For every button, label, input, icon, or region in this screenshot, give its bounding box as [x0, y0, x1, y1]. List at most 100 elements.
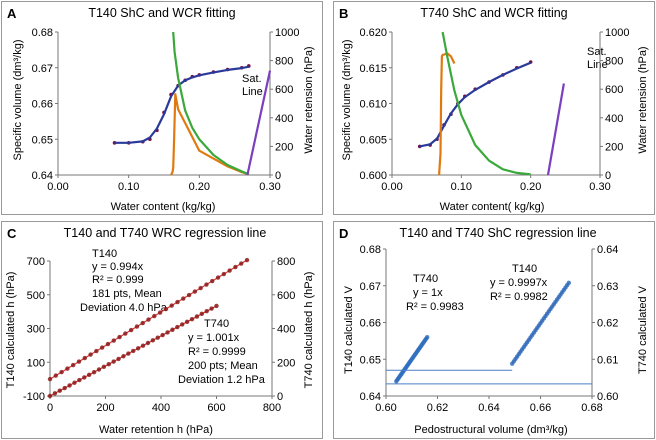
panel-b-xtick-label: 0.20 [520, 181, 541, 193]
panel-a-letter: A [7, 6, 17, 21]
panel-b-y2tick-label: 400 [605, 113, 623, 125]
panel-d-ytick-label: 0.65 [360, 354, 381, 366]
panel-d-ylabel: T140 calculated V [343, 285, 355, 374]
panel-b-ytick-label: 0.615 [359, 63, 387, 75]
panel-c-t740-point [184, 319, 190, 325]
panel-b-y2tick-label: 0 [605, 170, 611, 182]
panel-c-xtick-label: 200 [96, 402, 114, 414]
panel-b-xtick-label: 0.30 [589, 181, 610, 193]
panel-c-t140-point [210, 278, 215, 284]
panel-b-letter: B [339, 6, 348, 21]
panel-d-t140-ann-2: R² = 0.9982 [490, 291, 548, 303]
panel-d-t140-point [566, 280, 572, 286]
panel-a-water-retension-fit-line [172, 31, 250, 176]
panel-c-t140-point [233, 264, 238, 270]
panel-a-ytick-label: 0.66 [32, 99, 53, 111]
panel-c-t740-point [140, 343, 146, 348]
panel-b-xlabel: Water content( kg/kg) [440, 201, 545, 213]
panel-c-t740-point [150, 338, 156, 343]
panel-c-t140-point [88, 352, 93, 357]
panel-a-y2tick-label: 600 [275, 84, 293, 96]
panel-d-y2tick-label: 0.60 [597, 391, 618, 403]
panel-b-xtick-label: 0.00 [381, 181, 402, 193]
panel-c-frame [1, 221, 323, 439]
panel-c-t740-point [204, 309, 209, 314]
panel-b-y2tick-label: 800 [605, 56, 623, 68]
panel-c-t140-point [47, 376, 53, 382]
panel-b-ytick-label: 0.610 [359, 99, 387, 111]
panel-c-t140-point [169, 303, 174, 308]
panel-c-t740-point [155, 335, 160, 340]
panel-c-ytick-label: 500 [27, 290, 45, 302]
panel-c-t740-point [214, 303, 219, 309]
panel-a-satline-label-1: Sat. [242, 73, 262, 85]
panel-c-t140-point [163, 306, 169, 312]
panel-c-t740-point [116, 356, 121, 362]
panel-a-xtick-label: 0.10 [118, 181, 139, 193]
panel-c-t740-point [145, 340, 151, 346]
panel-c-t140-ann-0: T140 [92, 248, 117, 260]
panel-a-y2tick-label: 800 [275, 56, 293, 68]
panel-c-t740-point [67, 383, 72, 388]
panel-c-y2tick-label: 400 [277, 324, 295, 336]
panel-c-xtick-label: 800 [263, 402, 281, 414]
panel-b-ytick-label: 0.605 [359, 134, 387, 146]
panel-c-y2tick-label: 800 [277, 256, 295, 268]
panel-c-t140-point [82, 355, 87, 361]
panel-c-t140-point [192, 289, 198, 294]
panel-d-ytick-label: 0.64 [360, 391, 381, 403]
panel-c-t740-ann-3: 200 pts; Mean [188, 360, 258, 372]
panel-c-t740-ann-2: R² = 0.9999 [188, 346, 246, 358]
panel-d-xlabel: Pedostructural volume (dm³/kg) [414, 424, 567, 436]
panel-c-xtick-label: 600 [207, 402, 225, 414]
panel-c-y2tick-label: 0 [277, 391, 283, 403]
panel-a-y2tick-label: 200 [275, 141, 293, 153]
panel-c-t140-ann-2: R² = 0.999 [92, 274, 144, 286]
panel-a-ylabel: Specific volume (dm³/kg) [12, 39, 24, 160]
panel-c-t140-point [111, 338, 116, 343]
panel-a-ytick-label: 0.67 [32, 63, 53, 75]
panel-a-specific-volume-fit-line [114, 65, 250, 144]
panel-d-t740-ann-2: R² = 0.9983 [406, 301, 464, 313]
plot-layer: 0.00 0.10 0.20 0.30 0.64 0.65 0.66 0.67 0.68 0 200… [23, 27, 630, 414]
panel-c-t740-point [111, 359, 116, 364]
panel-c-t740-point [194, 314, 200, 319]
panel-b-y2label: Water retension (hPa) [637, 46, 649, 153]
panel-c-y2label: T740 calculated h (hPa) [303, 272, 315, 389]
panel-c-t140-point [140, 320, 145, 326]
panel-c-t140-point [123, 331, 128, 336]
panel-c-t740-point [77, 377, 82, 383]
panel-c-t140-point [181, 296, 186, 301]
panel-a-xtick-label: 0.20 [189, 181, 210, 193]
panel-c-t740-point [96, 367, 102, 372]
panel-b-ytick-label: 0.620 [359, 27, 387, 39]
panel-c-y2tick-label: 200 [277, 357, 295, 369]
panel-c-t140-point [146, 317, 151, 322]
panel-c-ytick-label: 700 [27, 256, 45, 268]
panel-c-t740-point [101, 364, 107, 370]
panel-c-t140-point [76, 359, 82, 364]
panel-b-y2tick-label: 600 [605, 84, 623, 96]
panel-d-ytick-label: 0.67 [360, 281, 381, 293]
panel-c-ytick-label: -100 [23, 391, 45, 403]
panel-a-xtick-label: 0.30 [259, 181, 280, 193]
panel-c-t140-point [244, 257, 250, 263]
panel-d-y2tick-label: 0.64 [597, 244, 618, 256]
panel-b-satline-label-2: Line [587, 59, 608, 71]
panel-c-t740-point [106, 362, 111, 367]
panel-b-ytick-label: 0.600 [359, 170, 387, 182]
panel-b-specific-volume-fit-line [419, 61, 532, 148]
panel-c-t740-point [189, 316, 195, 322]
panel-c-xtick-label: 0 [47, 402, 53, 414]
panel-c-t740-ann-0: T740 [204, 318, 229, 330]
panel-b-frame [333, 1, 655, 215]
panel-d-xtick-label: 0.68 [581, 402, 602, 414]
panel-d-y2tick-label: 0.61 [597, 354, 618, 366]
panel-c-t740-point [86, 372, 92, 378]
panel-c-t740-point [126, 351, 131, 356]
panel-b-xtick-label: 0.10 [451, 181, 472, 193]
panel-a-y2tick-label: 400 [275, 113, 293, 125]
panel-c-t140-point [134, 324, 140, 329]
panel-d-xtick-label: 0.66 [530, 402, 551, 414]
panel-c-t140-ann-4: Deviation 4.0 hPa [80, 302, 168, 314]
